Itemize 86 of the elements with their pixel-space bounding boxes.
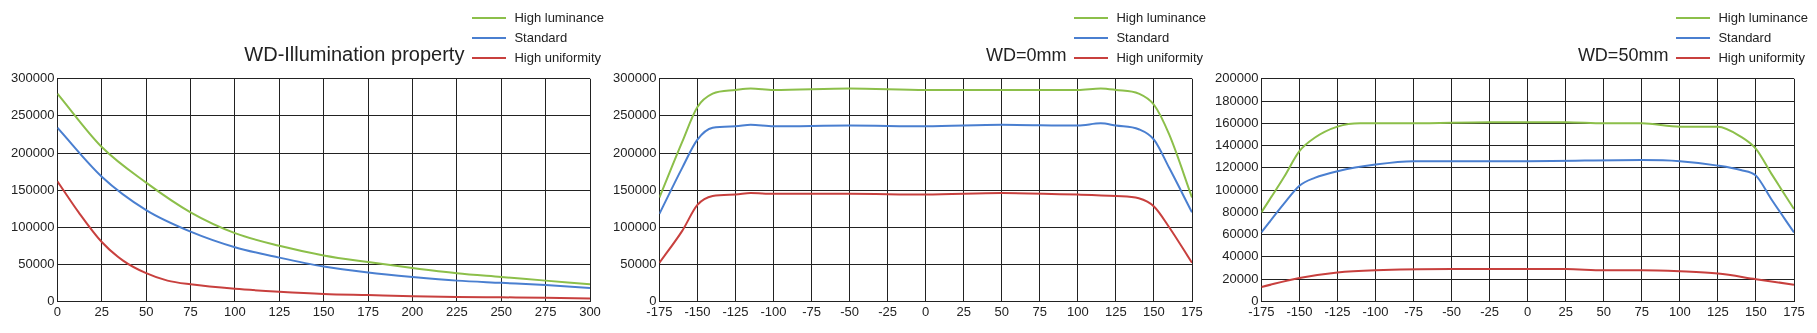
- x-tick-label: 250: [490, 303, 513, 319]
- x-tick-label: 75: [1032, 303, 1048, 319]
- x-tick-label: 75: [183, 303, 198, 319]
- legend-label: High luminance: [1718, 9, 1808, 27]
- legend-label: High uniformity: [514, 49, 602, 67]
- x-tick-label: 300: [579, 303, 601, 319]
- x-tick-label: -100: [1362, 303, 1389, 319]
- line-series: [57, 126, 590, 290]
- chart-title: WD-Illumination property: [244, 43, 465, 66]
- x-tick-label: 175: [357, 303, 379, 319]
- y-tick-label: 60000: [1222, 226, 1259, 242]
- legend-label: High luminance: [514, 9, 604, 27]
- line-series: [1261, 159, 1794, 234]
- y-tick-label: 200000: [10, 144, 55, 160]
- line-series: [1261, 121, 1794, 214]
- y-tick-label: 100000: [612, 218, 657, 234]
- x-tick-label: 225: [445, 303, 468, 319]
- legend-label: High uniformity: [1116, 49, 1204, 67]
- y-tick-label: 0: [47, 292, 55, 308]
- x-tick-label: -50: [1442, 303, 1461, 319]
- x-tick-label: -150: [1286, 303, 1313, 319]
- x-tick-label: 150: [312, 303, 335, 319]
- x-tick-label: 50: [138, 303, 154, 319]
- y-tick-label: 180000: [1214, 92, 1259, 108]
- line-series: [659, 87, 1192, 199]
- y-tick-label: 300000: [10, 70, 55, 86]
- y-tick-label: 100000: [10, 218, 55, 234]
- x-tick-label: -75: [802, 303, 821, 319]
- y-tick-label: 200000: [1214, 70, 1259, 86]
- y-tick-label: 250000: [612, 107, 657, 123]
- y-tick-label: 250000: [10, 107, 55, 123]
- y-tick-label: 120000: [1214, 159, 1259, 175]
- x-tick-label: -25: [1480, 303, 1500, 319]
- y-tick-label: 100000: [1214, 181, 1259, 197]
- y-tick-label: 150000: [612, 181, 657, 197]
- x-tick-label: 175: [1181, 303, 1203, 319]
- y-tick-label: 50000: [620, 255, 657, 271]
- y-tick-label: 150000: [10, 181, 55, 197]
- y-tick-label: 20000: [1222, 270, 1259, 286]
- legend-label: Standard: [1718, 29, 1772, 47]
- y-tick-label: 300000: [612, 70, 657, 86]
- line-series: [1261, 268, 1794, 288]
- x-tick-label: -125: [1324, 303, 1351, 319]
- x-tick-label: 125: [1105, 303, 1127, 319]
- line-series: [57, 180, 590, 300]
- legend-label: Standard: [514, 29, 568, 47]
- x-tick-label: 50: [994, 303, 1010, 319]
- x-tick-label: 100: [1067, 303, 1089, 319]
- x-tick-label: 100: [224, 303, 246, 319]
- legend-label: High luminance: [1116, 9, 1206, 27]
- x-tick-label: 0: [1524, 303, 1532, 319]
- x-tick-label: -75: [1404, 303, 1423, 319]
- y-tick-label: 200000: [612, 144, 657, 160]
- x-tick-label: -100: [760, 303, 787, 319]
- x-tick-label: -125: [722, 303, 749, 319]
- x-tick-label: 125: [268, 303, 291, 319]
- line-series: [659, 122, 1192, 215]
- x-tick-label: 75: [1634, 303, 1650, 319]
- x-tick-label: 150: [1143, 303, 1165, 319]
- y-tick-label: 0: [649, 292, 657, 308]
- y-tick-label: 140000: [1214, 137, 1259, 153]
- legend-label: High uniformity: [1718, 49, 1806, 67]
- x-tick-label: 125: [1707, 303, 1729, 319]
- x-tick-label: -25: [878, 303, 898, 319]
- line-series: [659, 192, 1192, 264]
- y-tick-label: 0: [1251, 292, 1259, 308]
- chart-title: WD=50mm: [1577, 45, 1669, 66]
- x-tick-label: 175: [1783, 303, 1805, 319]
- y-tick-label: 40000: [1222, 248, 1259, 264]
- x-tick-label: 200: [401, 303, 424, 319]
- x-tick-label: -150: [684, 303, 711, 319]
- x-tick-label: 25: [956, 303, 971, 319]
- y-tick-label: 50000: [18, 255, 55, 271]
- x-tick-label: 25: [94, 303, 109, 319]
- y-tick-label: 160000: [1214, 114, 1259, 130]
- legend-label: Standard: [1116, 29, 1170, 47]
- x-tick-label: 50: [1596, 303, 1612, 319]
- x-tick-label: 25: [1558, 303, 1573, 319]
- x-tick-label: 150: [1745, 303, 1767, 319]
- x-tick-label: 275: [534, 303, 557, 319]
- x-tick-label: 0: [922, 303, 930, 319]
- x-tick-label: -50: [840, 303, 859, 319]
- line-series: [57, 92, 590, 286]
- x-tick-label: 100: [1669, 303, 1691, 319]
- chart-title: WD=0mm: [985, 45, 1067, 66]
- y-tick-label: 80000: [1222, 203, 1259, 219]
